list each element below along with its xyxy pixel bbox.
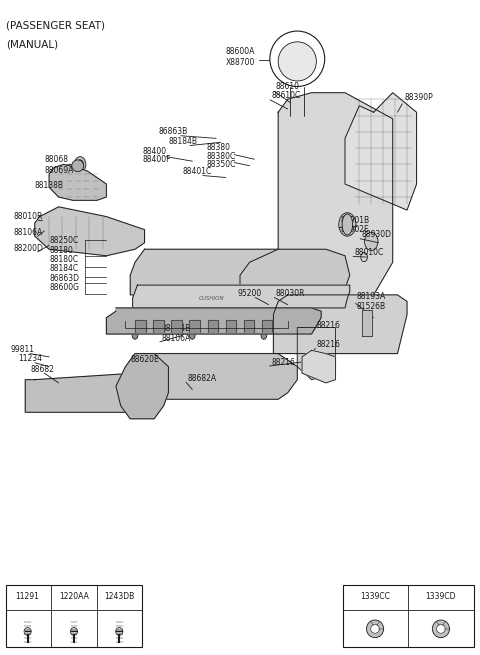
- Bar: [244, 320, 254, 332]
- Text: (MANUAL): (MANUAL): [6, 39, 58, 49]
- Text: 88682A: 88682A: [188, 374, 216, 383]
- Polygon shape: [302, 350, 336, 383]
- Text: 88250C: 88250C: [49, 236, 78, 245]
- Ellipse shape: [270, 31, 324, 86]
- Text: 88610C: 88610C: [271, 91, 300, 100]
- Text: 88216: 88216: [316, 340, 340, 349]
- Text: 1339CD: 1339CD: [426, 591, 456, 601]
- Bar: [262, 320, 273, 332]
- Ellipse shape: [437, 624, 445, 633]
- Ellipse shape: [116, 627, 123, 635]
- Ellipse shape: [72, 160, 84, 172]
- Bar: [362, 310, 372, 336]
- Text: 88180: 88180: [49, 246, 73, 255]
- Text: (PASSENGER SEAT): (PASSENGER SEAT): [6, 21, 105, 31]
- Text: 11291: 11291: [16, 591, 39, 601]
- Polygon shape: [274, 295, 407, 354]
- Bar: [226, 320, 236, 332]
- Polygon shape: [297, 328, 336, 380]
- Polygon shape: [240, 93, 393, 314]
- Text: 88069A: 88069A: [44, 166, 74, 175]
- Bar: [190, 320, 200, 332]
- Text: 88600A
X88700: 88600A X88700: [226, 47, 255, 67]
- Text: 88620E: 88620E: [130, 355, 159, 364]
- Ellipse shape: [278, 42, 316, 81]
- Text: 88902E: 88902E: [340, 225, 369, 234]
- Polygon shape: [25, 373, 140, 412]
- Text: 88200D: 88200D: [13, 244, 43, 253]
- Text: 11234: 11234: [18, 354, 42, 364]
- Text: 1339CC: 1339CC: [360, 591, 390, 601]
- Text: 88138B: 88138B: [35, 181, 64, 190]
- Text: 88901B: 88901B: [340, 216, 369, 225]
- Text: 88216: 88216: [271, 358, 295, 367]
- Circle shape: [363, 313, 384, 342]
- Text: 88600G: 88600G: [49, 283, 79, 291]
- Text: CUSHION: CUSHION: [199, 295, 224, 301]
- Text: 88682: 88682: [30, 365, 54, 374]
- Ellipse shape: [342, 214, 353, 235]
- Circle shape: [132, 331, 138, 339]
- Text: 86863B: 86863B: [159, 127, 188, 136]
- Bar: [207, 320, 218, 332]
- Polygon shape: [116, 354, 168, 419]
- Text: 88010R: 88010R: [13, 212, 43, 221]
- Ellipse shape: [366, 620, 384, 637]
- Text: 88401C: 88401C: [183, 167, 212, 176]
- Ellipse shape: [371, 624, 379, 633]
- FancyBboxPatch shape: [343, 585, 474, 647]
- Ellipse shape: [432, 620, 449, 637]
- Text: 88184B: 88184B: [168, 137, 197, 145]
- Polygon shape: [107, 308, 321, 334]
- Text: 1243DB: 1243DB: [104, 591, 134, 601]
- Text: 88106A: 88106A: [13, 228, 43, 237]
- Text: 81526B: 81526B: [357, 301, 386, 310]
- Text: 88380C: 88380C: [206, 151, 236, 160]
- Bar: [153, 320, 164, 332]
- Text: 88064B: 88064B: [161, 324, 191, 333]
- Text: 95200: 95200: [238, 290, 262, 298]
- Polygon shape: [140, 354, 297, 400]
- Text: 88106A: 88106A: [161, 333, 191, 343]
- Text: 88010C: 88010C: [355, 248, 384, 257]
- Circle shape: [74, 157, 86, 172]
- Text: 88400: 88400: [142, 147, 166, 156]
- Polygon shape: [130, 250, 350, 295]
- Bar: [135, 320, 145, 332]
- FancyBboxPatch shape: [6, 585, 142, 647]
- Bar: [171, 320, 182, 332]
- Circle shape: [261, 331, 267, 339]
- Polygon shape: [49, 164, 107, 200]
- Text: 88193A: 88193A: [357, 291, 386, 301]
- Text: 88930D: 88930D: [362, 231, 392, 240]
- Text: 88390P: 88390P: [405, 94, 433, 102]
- Circle shape: [294, 331, 300, 339]
- Text: 88180C: 88180C: [49, 255, 78, 263]
- Text: 99811: 99811: [11, 345, 35, 354]
- Polygon shape: [35, 207, 144, 255]
- Text: 86863D: 86863D: [49, 274, 79, 282]
- Text: 88400F: 88400F: [142, 155, 171, 164]
- Circle shape: [324, 311, 348, 344]
- Ellipse shape: [24, 627, 31, 635]
- Circle shape: [364, 233, 378, 251]
- Circle shape: [190, 331, 195, 339]
- Circle shape: [339, 213, 356, 236]
- Text: 88216: 88216: [316, 320, 340, 329]
- Text: 88184C: 88184C: [49, 264, 78, 272]
- Text: 88030R: 88030R: [276, 290, 305, 298]
- Text: 88380: 88380: [206, 143, 230, 152]
- Circle shape: [39, 215, 45, 223]
- Text: 88610: 88610: [276, 83, 300, 92]
- Polygon shape: [345, 93, 417, 210]
- Text: 1220AA: 1220AA: [59, 591, 89, 601]
- Text: 88068: 88068: [44, 155, 68, 164]
- Text: 88350C: 88350C: [206, 160, 236, 169]
- Polygon shape: [132, 285, 350, 308]
- Ellipse shape: [71, 627, 77, 635]
